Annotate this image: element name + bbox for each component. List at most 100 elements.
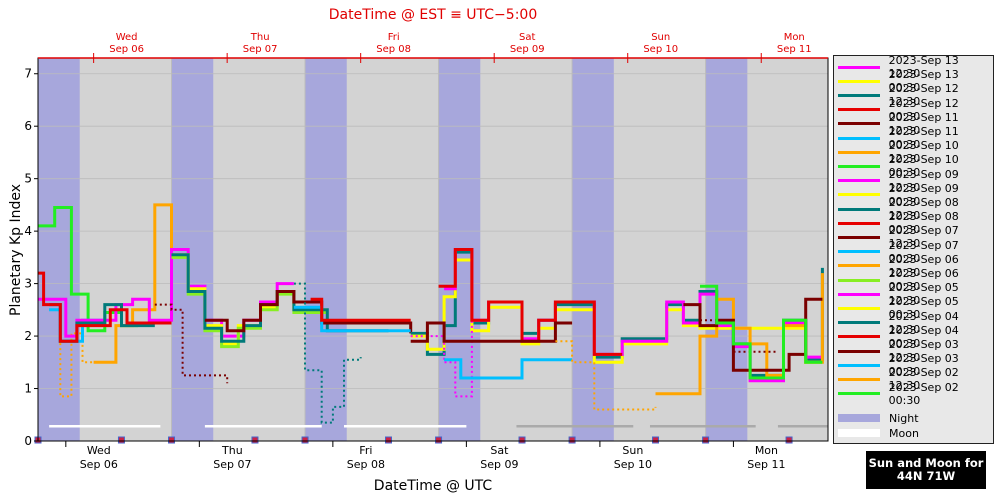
kp-forecast-trace-16	[410, 258, 823, 364]
legend-entry-17: 2023-Sep 05 00:30	[838, 295, 993, 321]
legend-entry-12-label: 2023-Sep 07 12:30	[888, 224, 959, 251]
legend-entry-22: 2023-Sep 02 12:30	[838, 366, 993, 392]
legend-entry-22-swatch	[838, 377, 880, 381]
sun-moon-marker-6	[435, 436, 443, 444]
legend-moon: Moon	[838, 426, 919, 440]
top-tick-date-3: Sep 09	[510, 44, 545, 55]
legend-entry-3-label: 2023-Sep 12 00:30	[888, 96, 959, 123]
legend-entry-8: 2023-Sep 09 12:30	[838, 168, 993, 194]
top-tick-day-0: Wed	[116, 32, 138, 43]
y-tick-label-2: 2	[24, 329, 32, 343]
sun-moon-marker-9	[652, 436, 660, 444]
bottom-tick-date-1: Sep 07	[213, 458, 251, 471]
legend-entry-0: 2023-Sep 13 12:30	[838, 54, 993, 80]
kp-forecast-trace-21	[410, 321, 573, 343]
legend-entry-15-swatch	[838, 278, 880, 282]
sun-moon-marker-8	[568, 436, 576, 444]
legend-entry-14-swatch	[838, 264, 880, 268]
legend-entry-16-label: 2023-Sep 05 12:30	[888, 281, 959, 308]
legend-entry-9-swatch	[838, 193, 880, 197]
legend-entry-10-swatch	[838, 207, 880, 211]
legend-entry-6-swatch	[838, 150, 880, 154]
legend-entry-13-swatch	[838, 250, 880, 254]
top-tick-day-3: Sat	[519, 32, 535, 43]
kp-forecast-trace-22	[555, 340, 657, 411]
legend-entry-6: 2023-Sep 10 12:30	[838, 139, 993, 165]
legend-entry-0-swatch	[838, 65, 880, 69]
legend-entry-5: 2023-Sep 11 00:30	[838, 125, 993, 151]
legend-entry-20-swatch	[838, 349, 880, 353]
legend-entry-16: 2023-Sep 05 12:30	[838, 281, 993, 307]
chart-title: DateTime @ EST ≡ UTC−5:00	[329, 7, 537, 23]
y-tick-label-7: 7	[24, 67, 32, 81]
legend-entry-13: 2023-Sep 07 00:30	[838, 239, 993, 265]
legend-entry-20-label: 2023-Sep 03 12:30	[888, 338, 959, 364]
legend-entry-1: 2023-Sep 13 00:30	[838, 68, 993, 94]
y-tick-label-1: 1	[24, 382, 32, 396]
legend-entry-7-swatch	[838, 164, 880, 168]
legend-entry-1-swatch	[838, 79, 880, 83]
kp-forecast-trace-8	[171, 253, 389, 343]
legend-entry-19: 2023-Sep 04 00:30	[838, 324, 993, 350]
sun-moon-marker-1	[117, 436, 125, 444]
top-tick-day-1: Thu	[250, 32, 270, 43]
y-axis-label: Planetary Kp Index	[8, 184, 24, 316]
top-tick-date-2: Sep 08	[376, 44, 411, 55]
legend-entry-21-swatch	[838, 363, 880, 367]
legend-entry-15: 2023-Sep 06 00:30	[838, 267, 993, 293]
legend-entry-2-label: 2023-Sep 12 12:30	[888, 82, 959, 109]
legend-entry-9-label: 2023-Sep 09 00:30	[888, 181, 959, 208]
legend-entry-19-swatch	[838, 335, 880, 339]
kp-forecast-trace-6	[171, 255, 328, 349]
kp-forecast-trace-26	[700, 284, 823, 380]
legend-entry-0-label: 2023-Sep 13 12:30	[888, 54, 959, 80]
top-tick-date-1: Sep 07	[243, 44, 278, 55]
kp-forecast-trace-1	[49, 298, 94, 398]
legend-entry-18: 2023-Sep 04 12:30	[838, 310, 993, 336]
legend-moon-label: Moon	[889, 426, 919, 440]
legend-entry-16-swatch	[838, 292, 880, 296]
sun-moon-marker-7	[518, 436, 526, 444]
legend-entry-23-label: 2023-Sep 02 00:30	[888, 380, 959, 407]
legend-night: Night	[838, 411, 919, 425]
legend-entry-13-label: 2023-Sep 07 00:30	[888, 238, 959, 265]
location-badge: Sun and Moon for 44N 71W	[866, 451, 986, 489]
legend-night-swatch	[838, 414, 880, 422]
bottom-tick-date-0: Sep 06	[80, 458, 118, 471]
legend-entry-15-label: 2023-Sep 06 00:30	[888, 267, 959, 293]
legend-entry-21: 2023-Sep 03 00:30	[838, 352, 993, 378]
top-tick-date-0: Sep 06	[109, 44, 144, 55]
legend-entry-18-label: 2023-Sep 04 12:30	[888, 309, 959, 336]
bottom-tick-day-4: Sun	[622, 444, 643, 457]
night-band-5	[705, 58, 748, 441]
legend: 2023-Sep 13 12:30 2023-Sep 13 00:30 2023-S…	[833, 54, 994, 444]
plot-area	[38, 58, 828, 441]
legend-night-label: Night	[889, 411, 919, 425]
bottom-tick-day-0: Wed	[87, 444, 111, 457]
bottom-tick-date-2: Sep 08	[347, 458, 385, 471]
sun-moon-marker-3	[251, 436, 259, 444]
legend-entry-11-label: 2023-Sep 08 00:30	[888, 210, 959, 237]
legend-entry-17-swatch	[838, 306, 880, 310]
night-band-4	[572, 58, 614, 441]
legend-entry-2: 2023-Sep 12 12:30	[838, 82, 993, 108]
bottom-tick-day-1: Thu	[221, 444, 243, 457]
top-tick-date-5: Sep 11	[777, 44, 812, 55]
legend-entry-4: 2023-Sep 11 12:30	[838, 111, 993, 137]
top-tick-day-4: Sun	[651, 32, 670, 43]
badge-line-1: Sun and Moon for	[868, 456, 984, 470]
bottom-tick-date-4: Sep 10	[614, 458, 652, 471]
legend-entry-9: 2023-Sep 09 00:30	[838, 182, 993, 208]
bottom-tick-day-3: Sat	[490, 444, 509, 457]
legend-entry-4-swatch	[838, 122, 880, 126]
kp-forecast-trace-2	[93, 203, 173, 364]
legend-entry-14: 2023-Sep 06 12:30	[838, 253, 993, 279]
legend-entry-12-swatch	[838, 235, 880, 239]
sun-moon-marker-4	[301, 436, 309, 444]
sun-moon-marker-2	[168, 436, 176, 444]
top-tick-date-4: Sep 10	[643, 44, 678, 55]
y-tick-label-6: 6	[24, 119, 32, 133]
legend-entry-12: 2023-Sep 07 12:30	[838, 224, 993, 250]
legend-entry-7: 2023-Sep 10 00:30	[838, 153, 993, 179]
